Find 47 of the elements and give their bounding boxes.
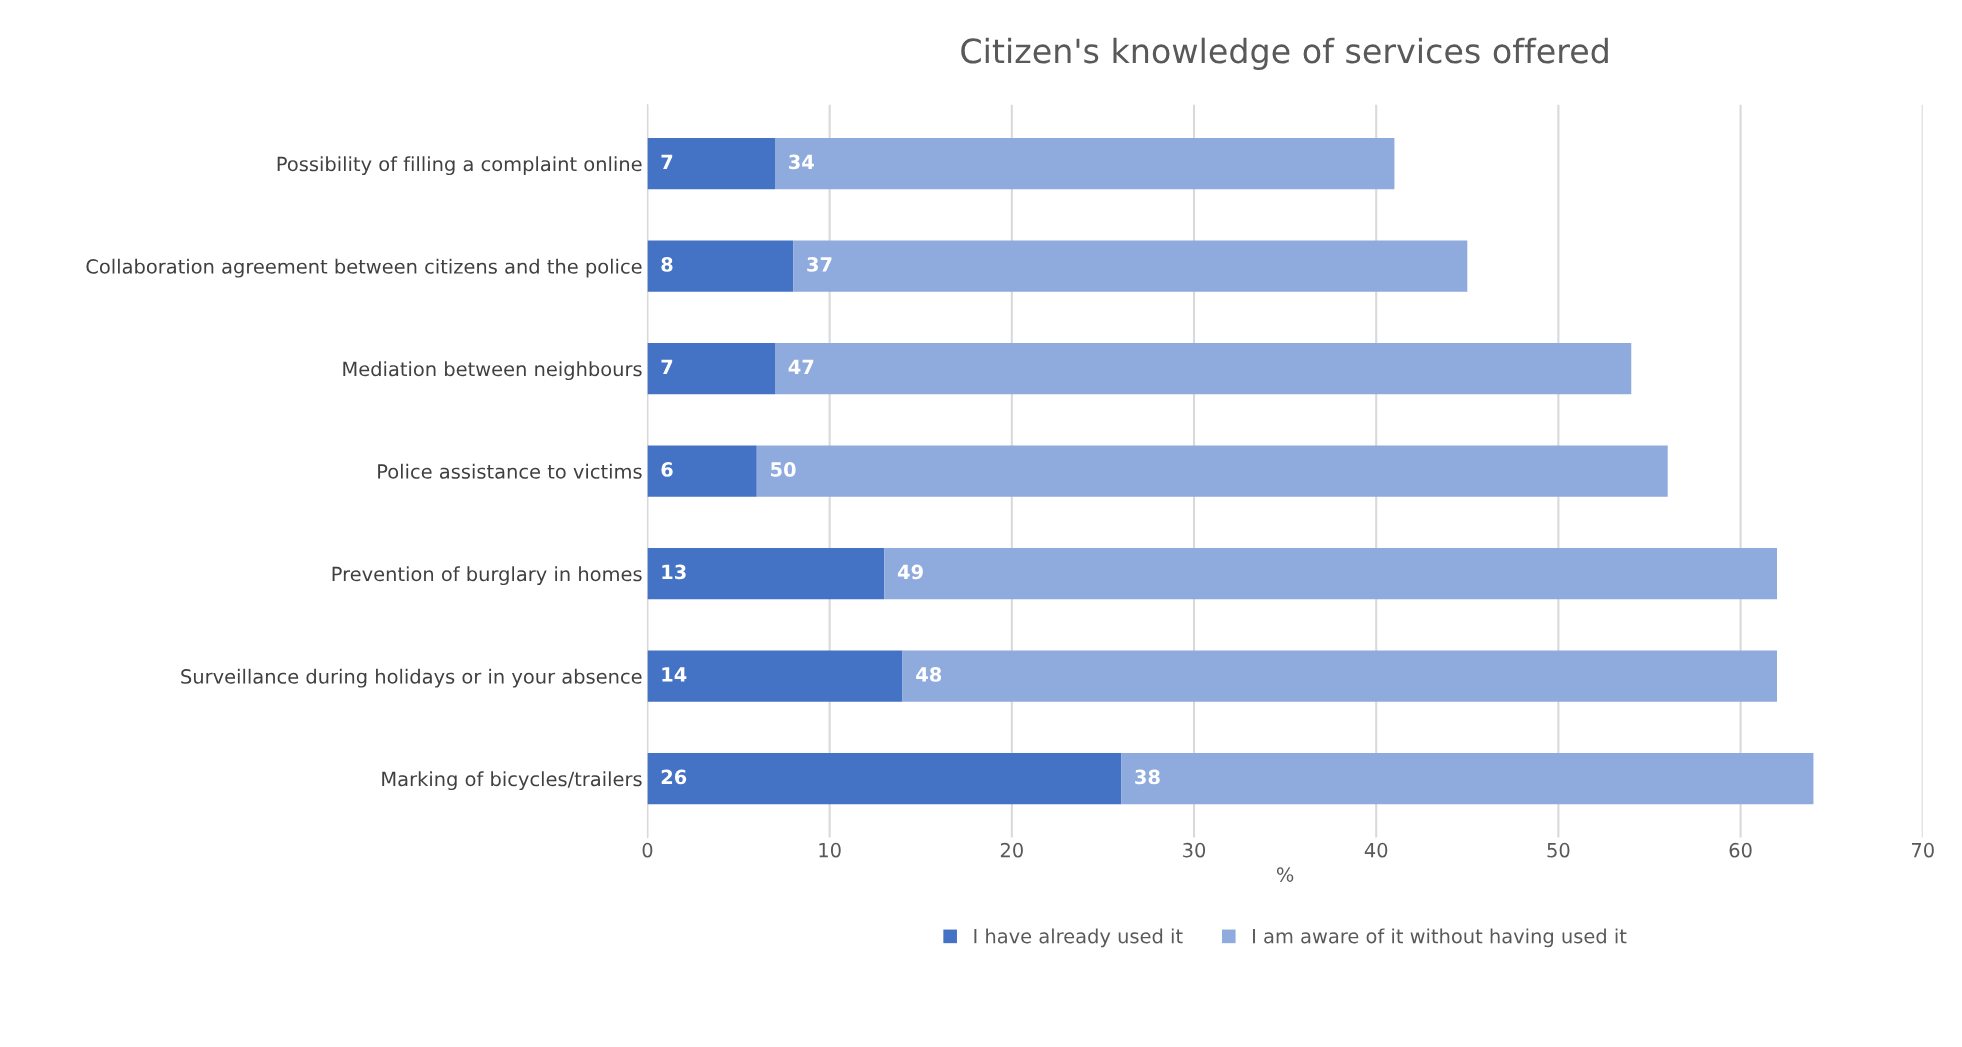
data-label: 50 bbox=[771, 462, 796, 477]
y-tick-label: Possibility of filling a complaint online bbox=[277, 156, 642, 176]
y-tick-label: Police assistance to victims bbox=[378, 463, 642, 479]
y-tick-label: Surveillance during holidays or in your absence bbox=[181, 668, 642, 688]
data-label: 38 bbox=[1135, 769, 1160, 785]
y-tick-label: Prevention of burglary in homes bbox=[332, 566, 642, 586]
x-axis-title: % bbox=[1276, 867, 1294, 882]
x-tick-label: 40 bbox=[1364, 842, 1388, 858]
bar bbox=[884, 548, 1778, 600]
data-label: 34 bbox=[789, 154, 814, 170]
x-tick-label: 70 bbox=[1911, 842, 1934, 858]
x-tick-label: 10 bbox=[819, 842, 841, 858]
bar bbox=[647, 753, 1122, 805]
y-tick-label: Collaboration agreement between citizens and the police bbox=[86, 258, 642, 278]
bar bbox=[647, 548, 885, 600]
bar bbox=[756, 445, 1668, 497]
y-tick-label: Mediation between neighbours bbox=[343, 361, 642, 381]
data-label: 13 bbox=[662, 564, 686, 580]
data-label: 8 bbox=[661, 257, 673, 272]
bar bbox=[902, 650, 1778, 702]
data-label: 26 bbox=[661, 769, 687, 785]
bar bbox=[647, 650, 903, 702]
x-tick-label: 60 bbox=[1729, 842, 1752, 858]
x-tick-label: 20 bbox=[1000, 842, 1023, 858]
data-label: 14 bbox=[662, 667, 687, 682]
data-label: 7 bbox=[661, 359, 673, 375]
bar bbox=[1121, 753, 1814, 805]
data-label: 47 bbox=[788, 359, 814, 375]
data-label: 37 bbox=[807, 257, 832, 272]
data-label: 7 bbox=[661, 154, 673, 169]
data-label: 6 bbox=[661, 462, 673, 477]
bar bbox=[647, 138, 775, 190]
x-tick-label: 50 bbox=[1547, 842, 1570, 858]
data-label: 48 bbox=[916, 667, 942, 682]
data-label: 49 bbox=[897, 564, 923, 580]
legend-label: I have already used it bbox=[974, 928, 1183, 948]
bar bbox=[774, 343, 1632, 395]
bar bbox=[647, 445, 757, 497]
x-tick-label: 0 bbox=[642, 842, 653, 858]
chart-title: Citizen's knowledge of services offered bbox=[961, 37, 1608, 70]
bar bbox=[793, 240, 1468, 292]
bar bbox=[647, 343, 775, 395]
bar bbox=[647, 240, 794, 292]
x-tick-label: 30 bbox=[1183, 842, 1206, 858]
bar bbox=[774, 138, 1395, 190]
legend-label: I am aware of it without having used it bbox=[1253, 928, 1627, 948]
y-tick-label: Marking of bicycles/trailers bbox=[382, 771, 642, 791]
